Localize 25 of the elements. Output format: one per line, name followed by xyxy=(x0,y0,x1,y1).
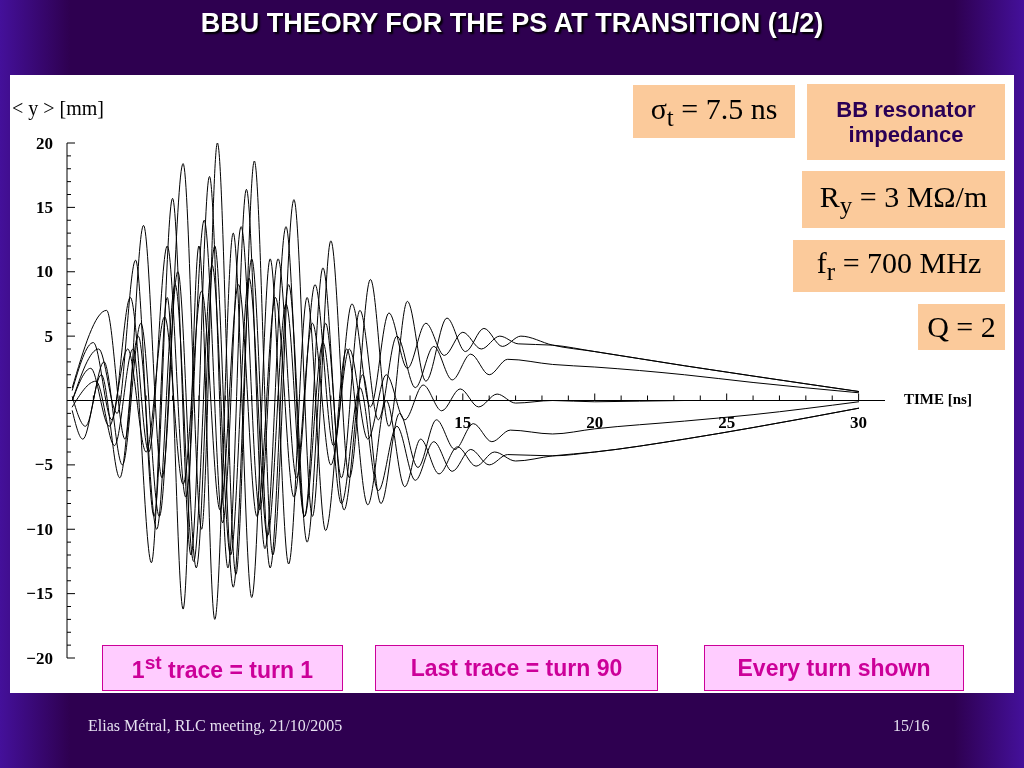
text: σ$_{t}$ = 7.5 ns xyxy=(650,91,778,132)
y-tick-label: 10 xyxy=(36,262,53,282)
x-axis-title: TIME [ns] xyxy=(904,391,972,408)
annotation: 1$^{st}$ trace = turn 1 xyxy=(131,652,314,684)
chart-title: BBU THEORY FOR THE PS AT TRANSITION (1/2) xyxy=(199,8,825,39)
text: 15/16 xyxy=(893,717,930,734)
y-tick-label: −10 xyxy=(26,519,53,539)
annotation: R$_{y}$ = 3 MΩ/m xyxy=(819,179,988,220)
text: Q = 2 xyxy=(927,310,996,344)
text: Elias Métral, RLC meeting, 21/10/2005 xyxy=(88,717,343,734)
y-tick-label: −15 xyxy=(26,584,53,604)
annotation: f$_{r}$ = 700 MHz xyxy=(816,246,982,286)
y-tick-label: 5 xyxy=(44,326,53,346)
y-tick-label: −5 xyxy=(34,455,53,475)
y-tick-label: −20 xyxy=(26,648,53,668)
y-tick-label: 20 xyxy=(36,133,53,153)
x-tick-label: 15 xyxy=(454,413,472,432)
x-tick-label: 30 xyxy=(850,413,868,432)
annotation: Every turn shown xyxy=(737,654,931,682)
y-axis-title: < y > [mm] xyxy=(12,97,104,120)
annotation: Last trace = turn 90 xyxy=(410,654,623,682)
x-tick-label: 20 xyxy=(586,413,604,432)
x-tick-label: 25 xyxy=(718,413,736,432)
y-tick-label: 15 xyxy=(36,197,53,217)
annotation: BB resonator impedance xyxy=(835,96,977,148)
